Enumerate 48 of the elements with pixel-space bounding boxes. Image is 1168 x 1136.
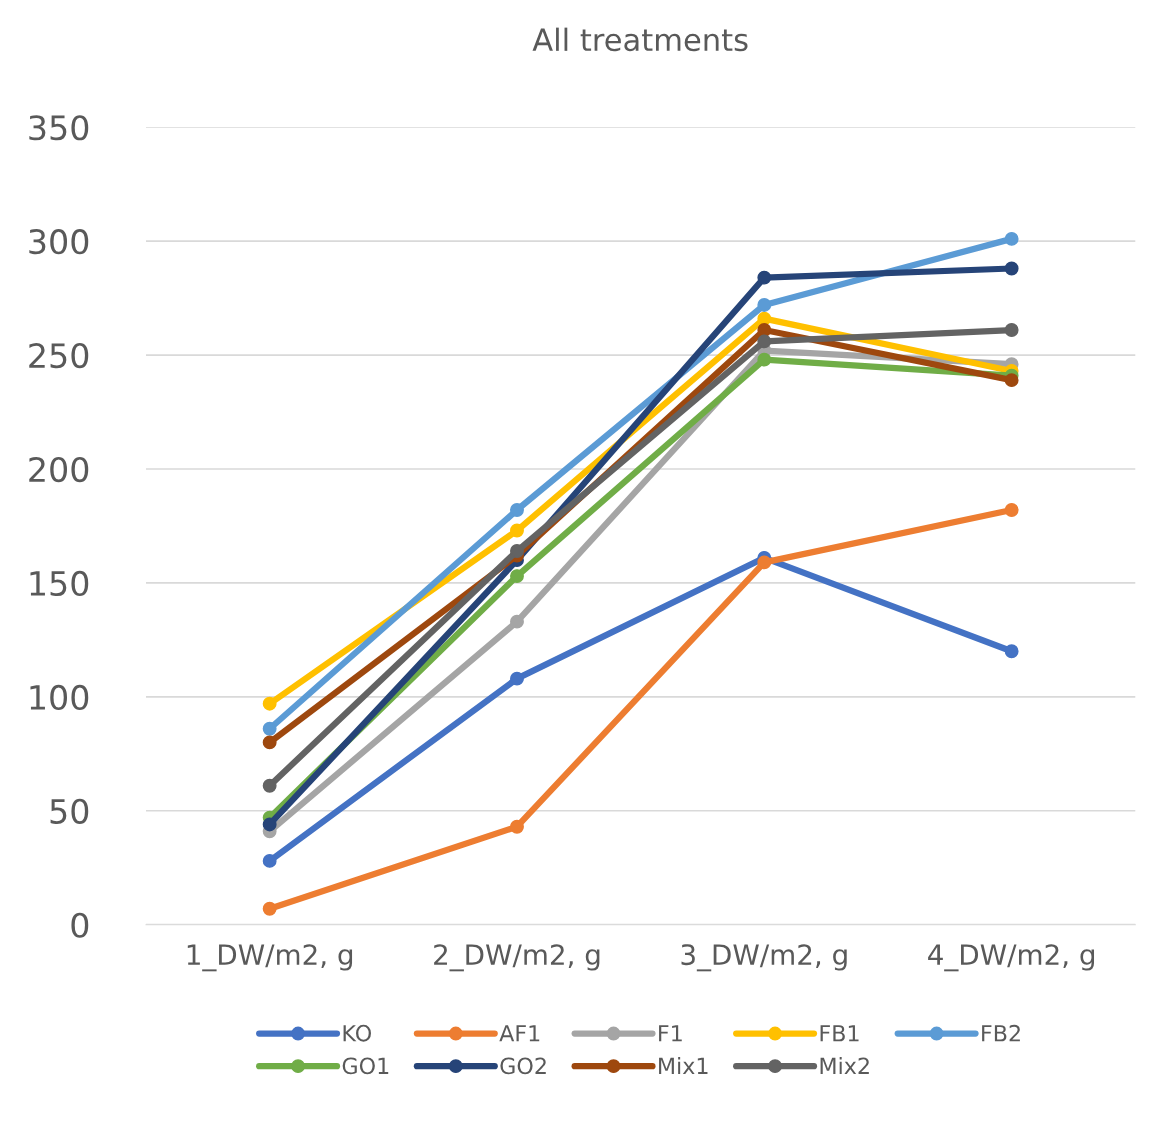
point (757, 555, 772, 570)
y-tick-label: 200 (29, 456, 89, 483)
point (1004, 373, 1019, 388)
point (1004, 261, 1019, 276)
point (510, 569, 524, 584)
x-tick-label: 4_DW/m2, g (928, 944, 1095, 972)
point (262, 901, 277, 916)
point (510, 671, 524, 686)
point (1004, 503, 1019, 517)
point (262, 721, 277, 736)
point (262, 853, 277, 868)
point (510, 523, 524, 538)
point (757, 270, 772, 285)
point (757, 298, 772, 312)
legend-label: GO2 (500, 1057, 546, 1075)
legend-label: FB2 (982, 1024, 1020, 1042)
legend-label: F1 (659, 1025, 682, 1042)
point (757, 334, 772, 349)
legend-label: AF1 (499, 1025, 540, 1042)
point (262, 735, 277, 750)
y-tick-label: 100 (30, 684, 89, 710)
y-tick-label: 300 (29, 229, 89, 255)
point (510, 819, 524, 834)
point (1004, 323, 1019, 337)
legend-label: FB1 (820, 1025, 859, 1042)
point (510, 614, 524, 629)
point (510, 503, 524, 517)
x-tick-label: 3_DW/m2, g (681, 944, 847, 972)
point (262, 778, 277, 793)
x-tick-label: 1_DW/m2, g (187, 944, 353, 972)
legend-label: GO1 (342, 1057, 389, 1075)
point (1004, 231, 1019, 246)
point (262, 696, 277, 711)
chart-title: All treatments (532, 27, 748, 52)
y-tick-label: 250 (29, 343, 89, 369)
y-tick-label: 0 (71, 912, 89, 938)
x-tick-label: 2_DW/m2, g (434, 944, 600, 972)
point (757, 352, 772, 367)
legend-label: Mix2 (820, 1057, 869, 1074)
legend-label: Mix1 (659, 1057, 708, 1074)
point (510, 544, 524, 558)
y-tick-label: 50 (50, 798, 89, 824)
point (262, 817, 277, 832)
point (757, 323, 772, 337)
point (1004, 644, 1019, 659)
legend-label: KO (343, 1024, 371, 1042)
y-tick-label: 150 (30, 570, 89, 597)
y-tick-label: 350 (29, 115, 89, 141)
